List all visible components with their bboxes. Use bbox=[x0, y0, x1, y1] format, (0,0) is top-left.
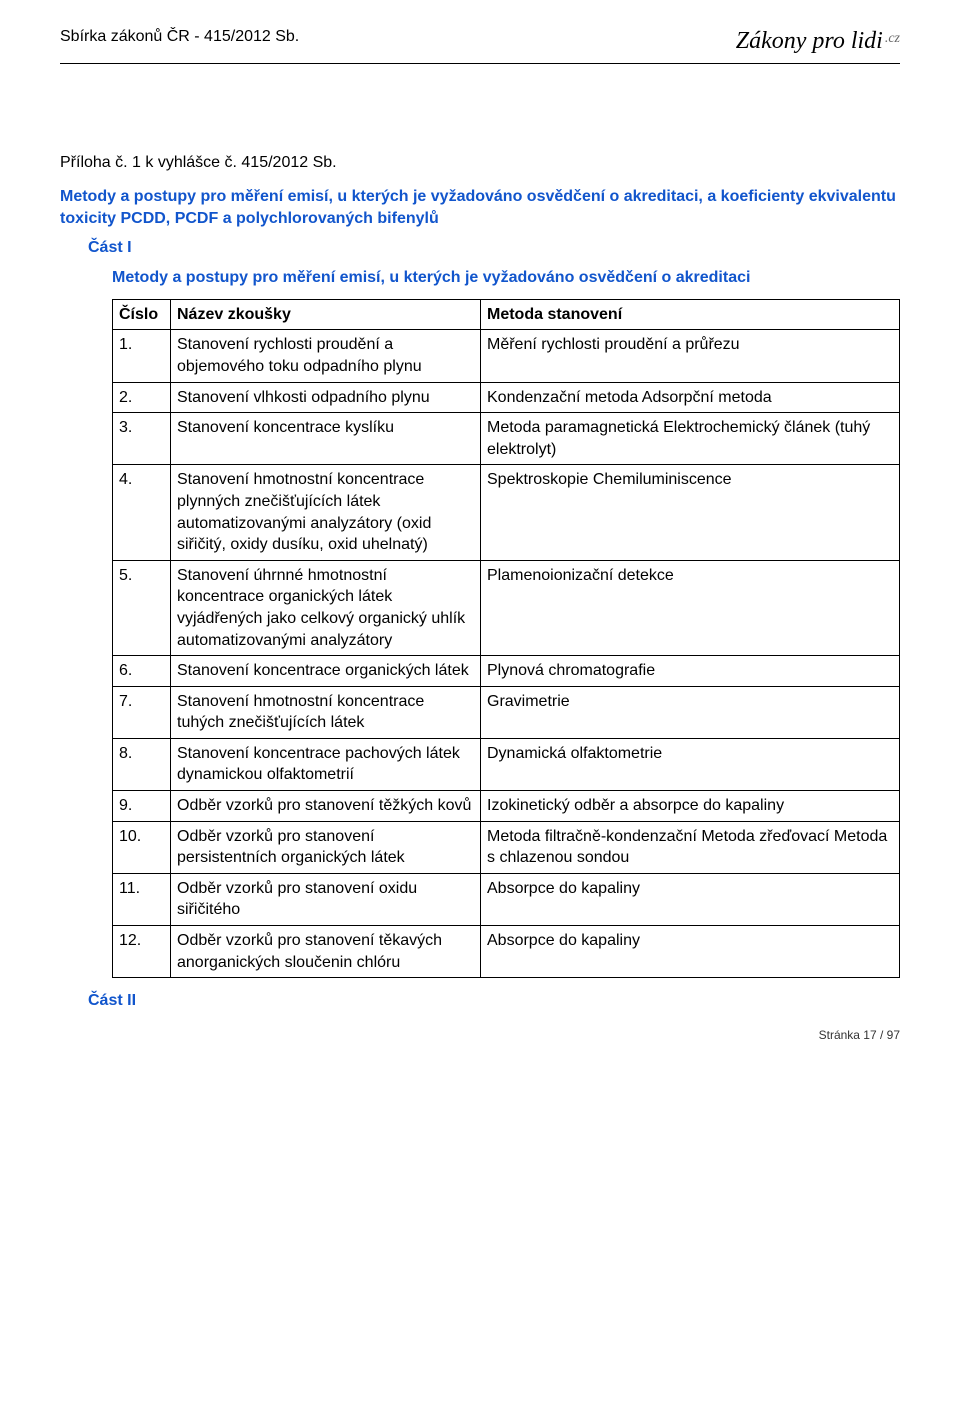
cell-method: Metoda paramagnetická Elektrochemický čl… bbox=[481, 413, 900, 465]
cell-number: 9. bbox=[113, 791, 171, 822]
table-row: 7.Stanovení hmotnostní koncentrace tuhýc… bbox=[113, 686, 900, 738]
main-heading: Metody a postupy pro měření emisí, u kte… bbox=[60, 186, 900, 229]
part-2-label: Část II bbox=[88, 992, 900, 1010]
cell-number: 6. bbox=[113, 656, 171, 687]
table-row: 4.Stanovení hmotnostní koncentrace plynn… bbox=[113, 465, 900, 560]
table-row: 6.Stanovení koncentrace organických láte… bbox=[113, 656, 900, 687]
cell-test: Stanovení rychlosti proudění a objemovéh… bbox=[171, 330, 481, 382]
site-logo: Zákony pro lidi.cz bbox=[736, 28, 900, 55]
col-header-number: Číslo bbox=[113, 299, 171, 330]
cell-method: Izokinetický odběr a absorpce do kapalin… bbox=[481, 791, 900, 822]
cell-method: Kondenzační metoda Adsorpční metoda bbox=[481, 382, 900, 413]
table-row: 3.Stanovení koncentrace kyslíkuMetoda pa… bbox=[113, 413, 900, 465]
cell-number: 12. bbox=[113, 926, 171, 978]
cell-method: Spektroskopie Chemiluminiscence bbox=[481, 465, 900, 560]
cell-number: 8. bbox=[113, 738, 171, 790]
cell-test: Odběr vzorků pro stanovení persistentníc… bbox=[171, 821, 481, 873]
cell-number: 3. bbox=[113, 413, 171, 465]
page-footer: Stránka 17 / 97 bbox=[60, 1028, 900, 1042]
header-source: Sbírka zákonů ČR - 415/2012 Sb. bbox=[60, 28, 299, 46]
cell-number: 1. bbox=[113, 330, 171, 382]
cell-test: Stanovení vlhkosti odpadního plynu bbox=[171, 382, 481, 413]
cell-method: Dynamická olfaktometrie bbox=[481, 738, 900, 790]
logo-text: Zákony pro lidi bbox=[736, 28, 883, 55]
cell-test: Stanovení úhrnné hmotnostní koncentrace … bbox=[171, 560, 481, 655]
page: Sbírka zákonů ČR - 415/2012 Sb. Zákony p… bbox=[0, 0, 960, 1062]
cell-number: 11. bbox=[113, 873, 171, 925]
cell-number: 10. bbox=[113, 821, 171, 873]
cell-method: Gravimetrie bbox=[481, 686, 900, 738]
page-header: Sbírka zákonů ČR - 415/2012 Sb. Zákony p… bbox=[60, 28, 900, 55]
cell-test: Stanovení koncentrace kyslíku bbox=[171, 413, 481, 465]
part-1-subtitle: Metody a postupy pro měření emisí, u kte… bbox=[112, 267, 900, 289]
part-1-label: Část I bbox=[88, 239, 900, 257]
cell-method: Absorpce do kapaliny bbox=[481, 873, 900, 925]
table-body: 1.Stanovení rychlosti proudění a objemov… bbox=[113, 330, 900, 978]
logo-suffix: .cz bbox=[885, 31, 900, 47]
cell-method: Absorpce do kapaliny bbox=[481, 926, 900, 978]
methods-table: Číslo Název zkoušky Metoda stanovení 1.S… bbox=[112, 299, 900, 978]
cell-test: Stanovení hmotnostní koncentrace tuhých … bbox=[171, 686, 481, 738]
cell-number: 5. bbox=[113, 560, 171, 655]
cell-test: Stanovení koncentrace pachových látek dy… bbox=[171, 738, 481, 790]
cell-method: Metoda filtračně-kondenzační Metoda zřeď… bbox=[481, 821, 900, 873]
header-divider bbox=[60, 63, 900, 64]
cell-method: Plynová chromatografie bbox=[481, 656, 900, 687]
table-row: 2.Stanovení vlhkosti odpadního plynuKond… bbox=[113, 382, 900, 413]
table-row: 12.Odběr vzorků pro stanovení těkavých a… bbox=[113, 926, 900, 978]
cell-method: Měření rychlosti proudění a průřezu bbox=[481, 330, 900, 382]
cell-test: Stanovení hmotnostní koncentrace plynnýc… bbox=[171, 465, 481, 560]
cell-test: Stanovení koncentrace organických látek bbox=[171, 656, 481, 687]
table-row: 10.Odběr vzorků pro stanovení persistent… bbox=[113, 821, 900, 873]
table-row: 8.Stanovení koncentrace pachových látek … bbox=[113, 738, 900, 790]
cell-number: 7. bbox=[113, 686, 171, 738]
cell-test: Odběr vzorků pro stanovení těkavých anor… bbox=[171, 926, 481, 978]
col-header-test: Název zkoušky bbox=[171, 299, 481, 330]
attachment-line: Příloha č. 1 k vyhlášce č. 415/2012 Sb. bbox=[60, 154, 900, 172]
table-row: 9.Odběr vzorků pro stanovení těžkých kov… bbox=[113, 791, 900, 822]
cell-test: Odběr vzorků pro stanovení oxidu siřičit… bbox=[171, 873, 481, 925]
col-header-method: Metoda stanovení bbox=[481, 299, 900, 330]
table-header-row: Číslo Název zkoušky Metoda stanovení bbox=[113, 299, 900, 330]
table-row: 11.Odběr vzorků pro stanovení oxidu siři… bbox=[113, 873, 900, 925]
cell-number: 2. bbox=[113, 382, 171, 413]
table-row: 5.Stanovení úhrnné hmotnostní koncentrac… bbox=[113, 560, 900, 655]
table-row: 1.Stanovení rychlosti proudění a objemov… bbox=[113, 330, 900, 382]
cell-number: 4. bbox=[113, 465, 171, 560]
cell-method: Plamenoionizační detekce bbox=[481, 560, 900, 655]
cell-test: Odběr vzorků pro stanovení těžkých kovů bbox=[171, 791, 481, 822]
